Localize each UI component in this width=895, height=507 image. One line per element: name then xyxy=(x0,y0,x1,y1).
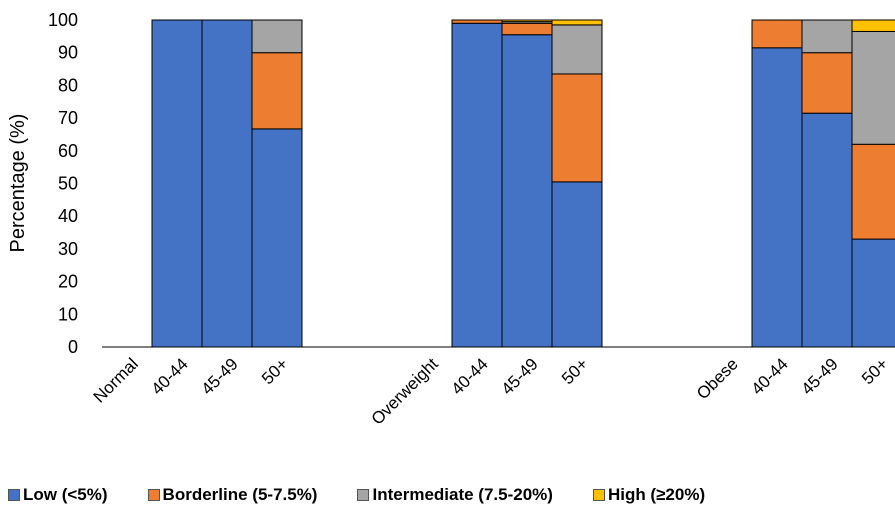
y-tick-label: 20 xyxy=(58,272,78,292)
bar-segment xyxy=(251,52,303,130)
legend-swatch xyxy=(147,489,160,501)
y-tick-label: 30 xyxy=(58,239,78,259)
y-tick-label: 100 xyxy=(48,10,78,30)
bar-segment xyxy=(801,52,853,114)
y-tick-label: 70 xyxy=(58,108,78,128)
bar-label: 40-44 xyxy=(148,354,192,398)
y-tick-label: 10 xyxy=(58,304,78,324)
bar-segment xyxy=(451,22,503,348)
bar-label: 50+ xyxy=(558,354,592,388)
legend-label: Intermediate (7.5-20%) xyxy=(372,485,553,504)
legend-item: Low (<5%) xyxy=(8,485,108,505)
x-axis-labels: Normal 40-44 45-49 50+ Overweight 40-44 45-49 5… xyxy=(90,354,892,428)
bar-label: 50+ xyxy=(858,354,892,388)
y-tick-label: 40 xyxy=(58,206,78,226)
bar-label: 40-44 xyxy=(748,354,792,398)
y-tick-label: 90 xyxy=(58,43,78,63)
bars xyxy=(151,19,895,348)
legend-swatch xyxy=(8,489,20,501)
bar-segment xyxy=(251,19,303,54)
bar-label: 40-44 xyxy=(448,354,492,398)
bar-segment xyxy=(851,30,895,145)
y-axis-label: Percentage (%) xyxy=(7,114,29,253)
bar-segment xyxy=(801,112,853,348)
y-axis: 0 10 20 30 40 50 60 70 80 90 100 xyxy=(48,10,78,357)
bar-label: 45-49 xyxy=(798,354,842,398)
y-tick-label: 60 xyxy=(58,141,78,161)
bar-segment xyxy=(751,19,803,49)
bar-segment xyxy=(151,19,203,348)
bar-segment xyxy=(851,19,895,32)
y-tick-label: 80 xyxy=(58,75,78,95)
legend: Low (<5%) Borderline (5-7.5%) Intermediate… xyxy=(8,485,705,505)
legend-item: Borderline (5-7.5%) xyxy=(147,485,318,505)
bar-segment xyxy=(801,19,853,54)
group-label: Obese xyxy=(693,354,742,403)
bar-segment xyxy=(551,19,603,26)
legend-label: Borderline (5-7.5%) xyxy=(162,485,318,504)
bar-segment xyxy=(501,19,553,23)
group-label: Normal xyxy=(90,354,142,406)
legend-label: High (≥20%) xyxy=(607,485,706,504)
bar-label: 50+ xyxy=(258,354,292,388)
group-label: Overweight xyxy=(368,354,442,428)
bar-segment xyxy=(551,24,603,75)
y-tick-label: 50 xyxy=(58,174,78,194)
legend-label: Low (<5%) xyxy=(23,485,108,504)
bar-segment xyxy=(451,19,503,24)
legend-swatch xyxy=(592,489,605,501)
bar-segment xyxy=(851,238,895,348)
bar-segment xyxy=(551,181,603,348)
y-tick-label: 0 xyxy=(68,337,78,357)
bar-segment xyxy=(201,19,253,348)
bar-segment xyxy=(501,22,553,36)
bar-label: 45-49 xyxy=(198,354,242,398)
bar-segment xyxy=(751,47,803,348)
bar-segment xyxy=(501,34,553,348)
bar-segment xyxy=(251,128,303,348)
bar-segment xyxy=(551,73,603,183)
bar-segment xyxy=(851,143,895,240)
legend-item: Intermediate (7.5-20%) xyxy=(357,485,553,505)
legend-item: High (≥20%) xyxy=(592,485,706,505)
legend-swatch xyxy=(357,489,370,501)
bar-label: 45-49 xyxy=(498,354,542,398)
